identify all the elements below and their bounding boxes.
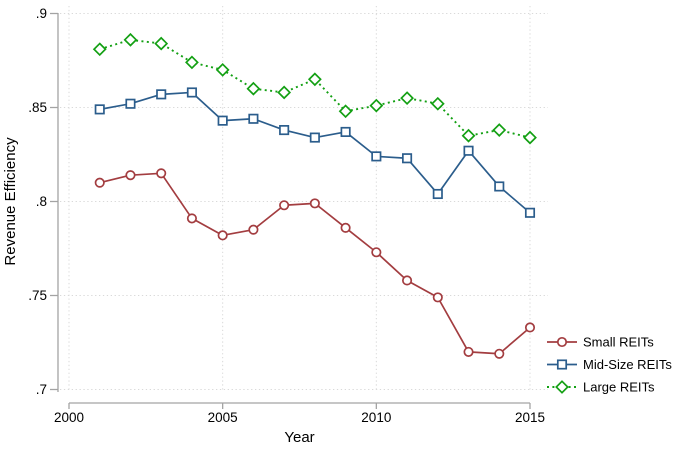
series-small-reits [94,168,536,359]
series-layer [92,32,537,359]
y-axis-title: Revenue Efficiency [2,137,19,266]
series-mid-size-reits [94,87,536,218]
series-large-reits [92,32,537,145]
x-axis-title: Year [284,429,314,446]
legend-label: Mid-Size REITs [583,357,672,372]
legend-label: Small REITs [583,335,654,350]
x-tick-label: 2015 [515,410,545,425]
axes: .9 .85 .8 .75 .7 2000 2005 2010 2015 [28,6,545,425]
x-tick-label: 2005 [208,410,238,425]
x-tick-label: 2010 [361,410,391,425]
y-tick-label: .8 [36,194,47,209]
legend-item: Large REITs [547,380,655,395]
y-tick-label: .9 [36,6,47,21]
legend-item: Mid-Size REITs [547,357,672,372]
y-tick-label: .85 [28,100,47,115]
legend-label: Large REITs [583,380,655,395]
gridlines [60,6,548,392]
legend: Small REITs Mid-Size REITs Large REITs [547,335,672,395]
x-tick-label: 2000 [54,410,84,425]
y-tick-label: .7 [36,382,47,397]
legend-item: Small REITs [547,335,654,350]
y-tick-label: .75 [28,288,47,303]
